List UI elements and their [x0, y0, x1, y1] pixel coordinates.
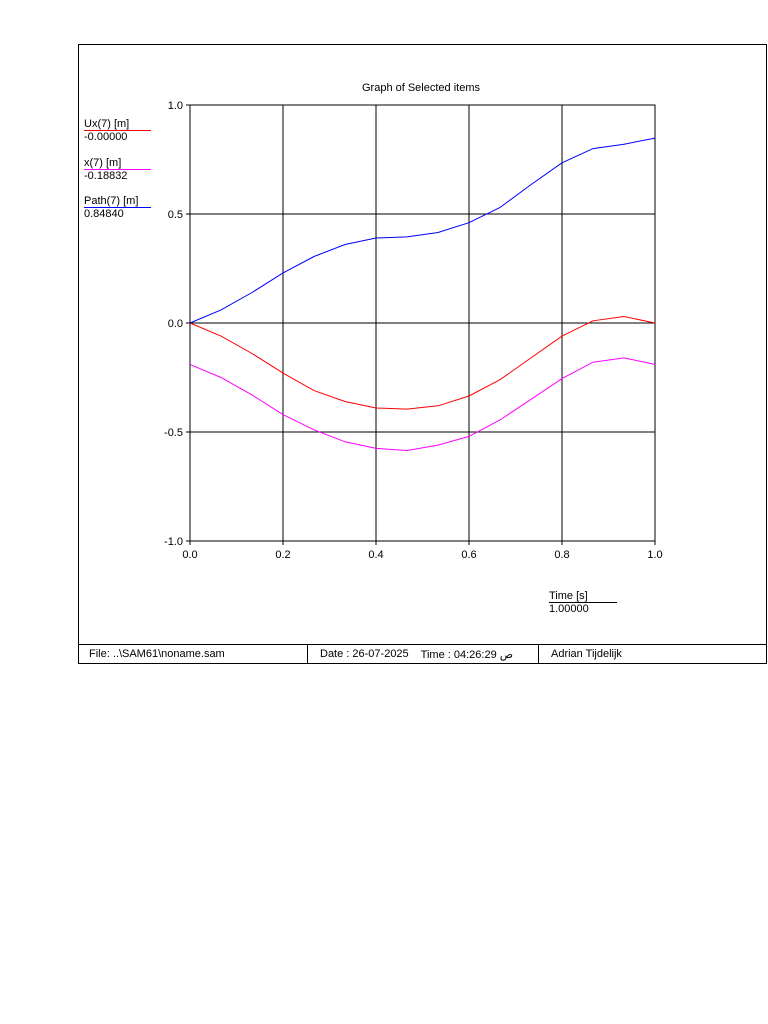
x-axis-underline [549, 602, 617, 603]
x-tick-label: 0.6 [461, 549, 476, 561]
y-tick-label: -1.0 [164, 536, 183, 548]
y-tick-label: 1.0 [168, 100, 183, 112]
legend-swatch [84, 207, 151, 208]
x-tick-label: 1.0 [647, 549, 662, 561]
footer-file: File: ..\SAM61\noname.sam [89, 648, 225, 660]
footer-date: Date : 26-07-2025 [320, 648, 409, 660]
legend-entry-path: Path(7) [m] 0.84840 [84, 195, 151, 220]
y-tick-label: -0.5 [164, 427, 183, 439]
series-line-0 [189, 315, 656, 410]
x-tick-label: 0.8 [554, 549, 569, 561]
footer-time: Time : 04:26:29 ص [420, 648, 514, 661]
legend-swatch [84, 130, 151, 131]
legend-name: Path(7) [m] [84, 195, 139, 207]
x-tick-label: 0.4 [368, 549, 383, 561]
legend-readout: -0.18832 [84, 170, 128, 182]
footer-author: Adrian Tijdelijk [538, 645, 766, 663]
x-axis-label: Time [s] [549, 590, 588, 602]
legend-readout: -0.00000 [84, 131, 128, 143]
footer-bar: File: ..\SAM61\noname.sam Date : 26-07-2… [78, 644, 767, 664]
footer-datetime: Date : 26-07-2025 Time : 04:26:29 ص [307, 645, 538, 663]
x-tick-label: 0.0 [182, 549, 197, 561]
series-line-2 [189, 137, 656, 324]
x-axis-readout: Time [s] 1.00000 [549, 590, 617, 615]
legend-readout: 0.84840 [84, 208, 124, 220]
series-line-1 [189, 357, 656, 452]
legend-swatch [84, 169, 151, 170]
chart-canvas: Graph of Selected items 0.0 0.2 0.4 0.6 0.8 1… [164, 82, 663, 561]
legend-name: x(7) [m] [84, 157, 122, 169]
x-axis-value: 1.00000 [549, 603, 589, 615]
legend-entry-x: x(7) [m] -0.18832 [84, 157, 151, 182]
legend-entry-ux: Ux(7) [m] -0.00000 [84, 118, 151, 143]
x-tick-label: 0.2 [275, 549, 290, 561]
y-tick-label: 0.5 [168, 209, 183, 221]
y-tick-label: 0.0 [168, 318, 183, 330]
chart-title: Graph of Selected items [362, 82, 481, 94]
legend-name: Ux(7) [m] [84, 118, 130, 130]
